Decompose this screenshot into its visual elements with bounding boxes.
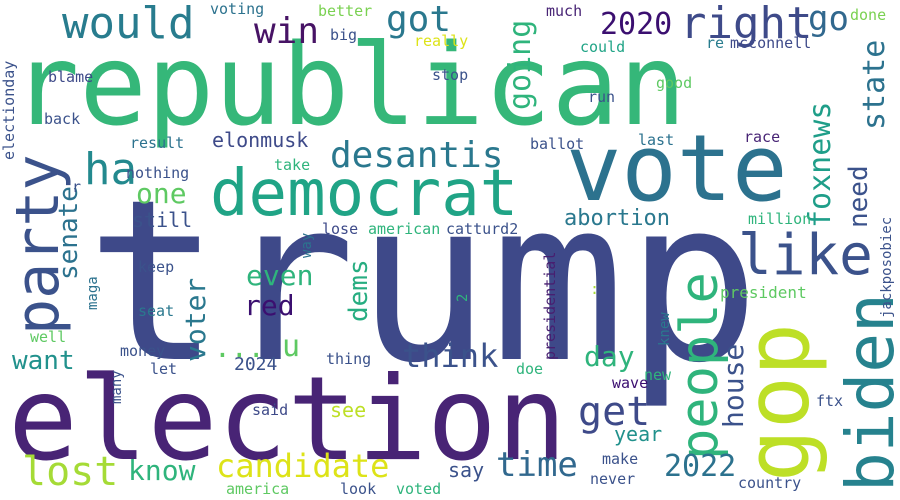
word-money: money — [120, 342, 166, 360]
word-elonmusk: elonmusk — [212, 128, 309, 152]
word-get: get — [578, 389, 651, 435]
word-million: million — [748, 210, 812, 228]
word-said: said — [252, 401, 289, 419]
word-voter: voter — [179, 277, 212, 362]
word-vote: vote — [566, 115, 788, 222]
word-really: really — [414, 32, 469, 50]
word-would: would — [62, 0, 195, 49]
word-race: race — [744, 128, 781, 146]
word-democrat: democrat — [210, 157, 519, 231]
word-never: never — [590, 470, 636, 488]
word-going: going — [503, 19, 538, 110]
word-american: american — [368, 220, 441, 238]
word-dems: dems — [344, 259, 374, 322]
word-catturd2: catturd2 — [446, 220, 519, 238]
word-jackposobiec: jackposobiec — [879, 216, 895, 318]
word-keep: keep — [138, 258, 175, 276]
word-president: president — [720, 283, 807, 302]
word-right: right — [680, 0, 813, 49]
word-maga: maga — [85, 276, 101, 310]
word-new: new — [644, 366, 672, 384]
word-republican: republican — [12, 21, 687, 151]
word-candidate: candidate — [216, 447, 390, 485]
word-got: got — [386, 0, 452, 40]
word-big: big — [330, 26, 358, 44]
word-need: need — [844, 165, 874, 228]
word-country: country — [738, 474, 802, 492]
word-could: could — [580, 38, 626, 56]
word-presidential: presidential — [541, 251, 559, 360]
word-lose: lose — [322, 220, 359, 238]
word-senate: senate — [54, 186, 84, 280]
word-biden: biden — [832, 293, 900, 492]
word-done: done — [850, 6, 887, 24]
word-wave: wave — [612, 374, 649, 392]
word-blame: blame — [48, 68, 94, 86]
word-know: know — [128, 454, 196, 487]
word-want: want — [12, 346, 75, 376]
word-day: day — [584, 340, 635, 373]
word-election: election — [8, 352, 567, 487]
word-even: even — [246, 259, 314, 292]
word-better: better — [318, 2, 373, 20]
word-last: last — [638, 131, 675, 149]
word-state: state — [857, 39, 892, 130]
word-ftx: ftx — [816, 392, 844, 410]
word-look: look — [340, 480, 377, 498]
word-still: still — [132, 208, 193, 232]
word-knew: knew — [657, 312, 673, 346]
word-win: win — [254, 11, 320, 52]
word-take: take — [274, 156, 311, 174]
word-run: run — [588, 88, 616, 106]
word-think: think — [402, 337, 499, 375]
word-lost: lost — [22, 449, 119, 495]
word-r: r — [72, 178, 82, 196]
word-voted: voted — [396, 480, 442, 498]
word-2020: 2020 — [600, 7, 673, 42]
word-electionday: electionday — [0, 60, 18, 160]
word-voting: voting — [210, 0, 265, 18]
word-thing: thing — [326, 350, 372, 368]
word-stop: stop — [432, 66, 469, 84]
word-doe: doe — [516, 360, 544, 378]
word-abortion: abortion — [564, 206, 670, 231]
word-mcconnell: mcconnell — [730, 34, 812, 52]
word-like: like — [738, 223, 873, 288]
word-go: go — [808, 0, 849, 39]
word-well: well — [30, 328, 67, 346]
word-good: good — [656, 74, 693, 92]
word-two: 2 — [455, 293, 471, 302]
word-2022: 2022 — [664, 449, 737, 484]
word-ellipsis: ... — [214, 331, 265, 364]
word-seat: seat — [138, 302, 175, 320]
word-back: back — [44, 110, 81, 128]
word-red: red — [244, 289, 295, 322]
word-re: re — [706, 34, 725, 52]
word-result: result — [130, 134, 185, 152]
word-ballot: ballot — [530, 135, 585, 153]
word-house: house — [717, 343, 750, 428]
word-one: one — [136, 177, 187, 210]
word-trump: trump — [86, 151, 761, 412]
word-time: time — [496, 445, 578, 485]
word-much: much — [546, 2, 583, 20]
word-make: make — [602, 450, 639, 468]
word-let: let — [150, 360, 178, 378]
word-year: year — [614, 422, 663, 446]
word-nothing: nothing — [126, 164, 190, 182]
word-see: see — [330, 398, 367, 422]
word-u: u — [282, 329, 301, 364]
word-america: america — [226, 480, 290, 498]
word-desantis: desantis — [330, 135, 504, 176]
word-2024: 2024 — [234, 354, 278, 375]
word-many: many — [109, 370, 125, 404]
word-colon: : — [590, 280, 600, 298]
word-way: way — [299, 232, 315, 258]
word-say: say — [448, 458, 485, 482]
word-ha: ha — [84, 144, 137, 195]
